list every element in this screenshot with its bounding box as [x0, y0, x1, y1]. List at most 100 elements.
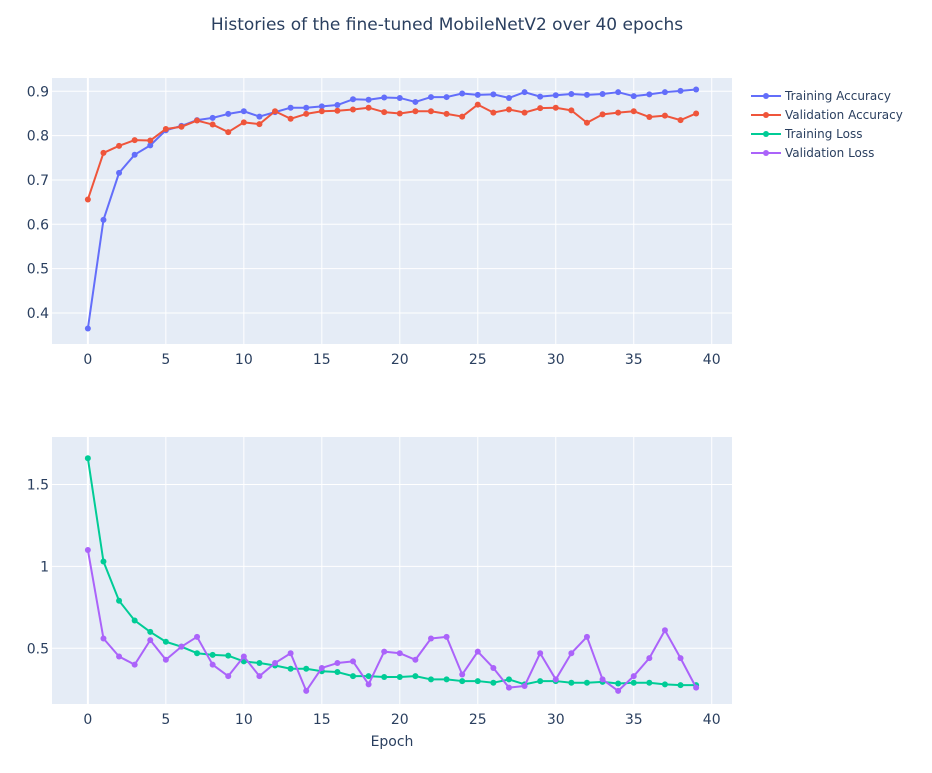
- training-loss-point[interactable]: [209, 651, 216, 658]
- validation-accuracy-point[interactable]: [147, 137, 154, 144]
- training-loss-point[interactable]: [412, 673, 419, 680]
- training-accuracy-point[interactable]: [459, 90, 466, 97]
- validation-accuracy-point[interactable]: [396, 110, 403, 117]
- validation-accuracy-point[interactable]: [583, 119, 590, 126]
- training-accuracy-point[interactable]: [552, 92, 559, 99]
- training-accuracy-point[interactable]: [630, 93, 637, 100]
- validation-accuracy-point[interactable]: [334, 107, 341, 114]
- validation-loss-point[interactable]: [100, 635, 107, 642]
- training-loss-point[interactable]: [350, 673, 357, 680]
- training-accuracy-point[interactable]: [100, 216, 107, 223]
- training-loss-point[interactable]: [490, 679, 497, 686]
- training-accuracy-point[interactable]: [334, 102, 341, 109]
- plot-area[interactable]: [52, 437, 732, 704]
- training-loss-point[interactable]: [443, 676, 450, 683]
- training-accuracy-point[interactable]: [661, 89, 668, 96]
- training-loss-point[interactable]: [474, 678, 481, 685]
- validation-accuracy-point[interactable]: [677, 117, 684, 124]
- training-accuracy-point[interactable]: [396, 94, 403, 101]
- validation-loss-point[interactable]: [505, 684, 512, 691]
- training-accuracy-point[interactable]: [412, 98, 419, 105]
- validation-accuracy-point[interactable]: [350, 106, 357, 113]
- training-loss-point[interactable]: [84, 455, 91, 462]
- training-accuracy-point[interactable]: [365, 96, 372, 103]
- training-loss-point[interactable]: [396, 673, 403, 680]
- validation-loss-point[interactable]: [334, 660, 341, 667]
- training-accuracy-point[interactable]: [583, 91, 590, 98]
- validation-accuracy-point[interactable]: [209, 121, 216, 128]
- validation-accuracy-point[interactable]: [474, 101, 481, 108]
- legend[interactable]: Training Accuracy Validation Accuracy Trai…: [751, 89, 903, 160]
- validation-accuracy-point[interactable]: [630, 108, 637, 115]
- training-accuracy-point[interactable]: [303, 104, 310, 111]
- validation-accuracy-point[interactable]: [661, 112, 668, 119]
- validation-loss-point[interactable]: [615, 687, 622, 694]
- training-loss-point[interactable]: [334, 669, 341, 676]
- validation-loss-point[interactable]: [365, 681, 372, 688]
- validation-accuracy-point[interactable]: [552, 104, 559, 111]
- training-loss-point[interactable]: [287, 665, 294, 672]
- validation-loss-point[interactable]: [583, 633, 590, 640]
- training-loss-point[interactable]: [646, 679, 653, 686]
- validation-loss-point[interactable]: [194, 633, 201, 640]
- training-accuracy-point[interactable]: [568, 90, 575, 97]
- validation-accuracy-point[interactable]: [693, 110, 700, 117]
- training-loss-point[interactable]: [365, 673, 372, 680]
- training-loss-point[interactable]: [381, 673, 388, 680]
- validation-accuracy-point[interactable]: [162, 125, 169, 132]
- training-accuracy-point[interactable]: [381, 94, 388, 101]
- training-accuracy-point[interactable]: [693, 86, 700, 93]
- training-accuracy-point[interactable]: [443, 94, 450, 101]
- training-accuracy-point[interactable]: [521, 89, 528, 96]
- training-loss-point[interactable]: [147, 628, 154, 635]
- validation-loss-point[interactable]: [568, 650, 575, 657]
- legend-item-validation-loss[interactable]: Validation Loss: [751, 146, 874, 160]
- validation-accuracy-point[interactable]: [459, 113, 466, 120]
- validation-accuracy-point[interactable]: [646, 114, 653, 121]
- training-accuracy-point[interactable]: [599, 90, 606, 97]
- validation-accuracy-point[interactable]: [537, 105, 544, 112]
- validation-loss-point[interactable]: [490, 664, 497, 671]
- validation-accuracy-point[interactable]: [272, 108, 279, 115]
- validation-accuracy-point[interactable]: [256, 121, 263, 128]
- validation-loss-point[interactable]: [396, 650, 403, 657]
- training-accuracy-point[interactable]: [225, 110, 232, 117]
- validation-accuracy-point[interactable]: [568, 107, 575, 114]
- validation-loss-point[interactable]: [147, 637, 154, 644]
- validation-accuracy-point[interactable]: [240, 119, 247, 126]
- validation-loss-point[interactable]: [272, 660, 279, 667]
- validation-accuracy-point[interactable]: [178, 123, 185, 130]
- validation-loss-point[interactable]: [646, 655, 653, 662]
- legend-item-training-loss[interactable]: Training Loss: [751, 127, 862, 141]
- training-accuracy-point[interactable]: [677, 87, 684, 94]
- validation-accuracy-point[interactable]: [100, 149, 107, 156]
- validation-loss-point[interactable]: [381, 648, 388, 655]
- training-loss-point[interactable]: [162, 638, 169, 645]
- validation-loss-point[interactable]: [459, 671, 466, 678]
- training-loss-point[interactable]: [256, 660, 263, 667]
- training-accuracy-point[interactable]: [256, 113, 263, 120]
- validation-loss-point[interactable]: [521, 682, 528, 689]
- validation-loss-point[interactable]: [318, 664, 325, 671]
- validation-loss-point[interactable]: [630, 673, 637, 680]
- training-accuracy-point[interactable]: [537, 93, 544, 100]
- validation-loss-point[interactable]: [412, 656, 419, 663]
- validation-accuracy-point[interactable]: [505, 106, 512, 113]
- training-accuracy-point[interactable]: [427, 94, 434, 101]
- validation-accuracy-point[interactable]: [365, 104, 372, 111]
- training-accuracy-point[interactable]: [240, 108, 247, 115]
- validation-accuracy-point[interactable]: [303, 110, 310, 117]
- training-loss-point[interactable]: [537, 678, 544, 685]
- validation-loss-point[interactable]: [131, 661, 138, 668]
- validation-loss-point[interactable]: [303, 687, 310, 694]
- validation-loss-point[interactable]: [240, 653, 247, 660]
- training-accuracy-point[interactable]: [350, 96, 357, 103]
- training-accuracy-point[interactable]: [474, 91, 481, 98]
- training-accuracy-point[interactable]: [84, 325, 91, 332]
- training-accuracy-point[interactable]: [318, 103, 325, 110]
- legend-item-training-accuracy[interactable]: Training Accuracy: [751, 89, 891, 103]
- validation-loss-point[interactable]: [443, 633, 450, 640]
- validation-loss-point[interactable]: [287, 650, 294, 657]
- validation-loss-point[interactable]: [116, 653, 123, 660]
- plot-area[interactable]: [52, 78, 732, 344]
